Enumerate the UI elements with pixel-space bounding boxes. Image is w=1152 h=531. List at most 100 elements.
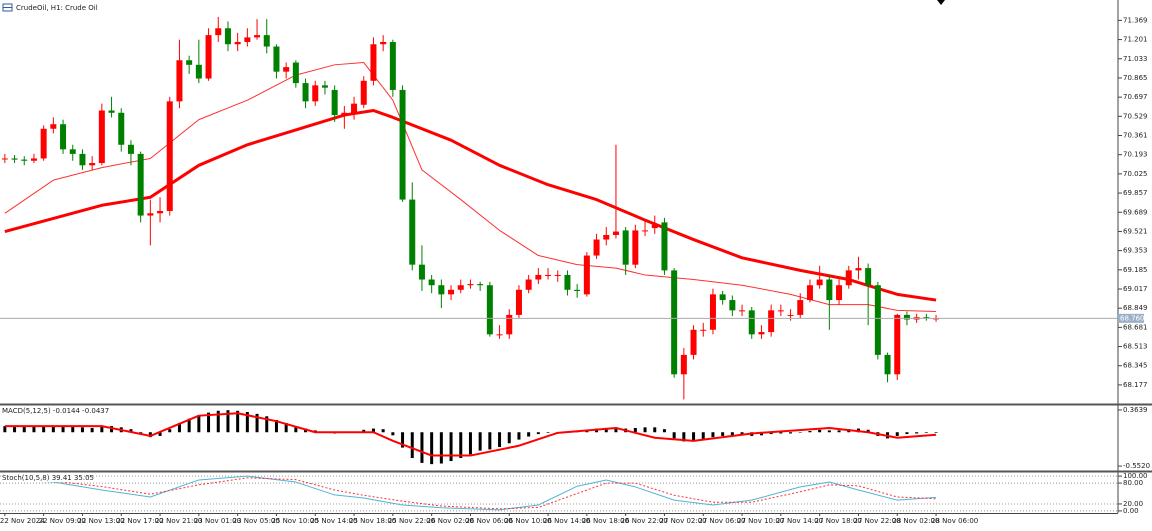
- histogram-bar: [371, 428, 375, 433]
- indicator-line: [4, 477, 937, 510]
- histogram-bar: [459, 432, 463, 458]
- candle-body: [380, 41, 387, 45]
- indicator-line: [4, 108, 937, 302]
- current-price-box: [1118, 313, 1144, 323]
- y-tick-label: 70.361: [1123, 132, 1148, 140]
- x-tick-label: 25 Nov 22:00: [388, 517, 435, 525]
- x-tick-label: 27 Nov 18:00: [815, 517, 862, 525]
- x-tick-label: 26 Nov 14:00: [543, 517, 590, 525]
- candle-body: [894, 314, 901, 375]
- histogram-bar: [42, 426, 46, 433]
- candle-body: [700, 329, 707, 331]
- candle-body: [273, 46, 280, 72]
- y-tick-label: 68.849: [1123, 304, 1148, 312]
- histogram-bar: [711, 432, 715, 438]
- y-tick-label: -0.5520: [1123, 462, 1150, 470]
- candle-body: [903, 314, 910, 320]
- y-tick-label: 69.521: [1123, 227, 1148, 235]
- x-tick-label: 23 Nov 01:00: [194, 517, 241, 525]
- histogram-bar: [129, 429, 133, 433]
- histogram-bar: [604, 427, 608, 433]
- histogram-bar: [449, 432, 453, 462]
- candle-body: [341, 112, 348, 116]
- candle-body: [283, 67, 290, 72]
- histogram-bar: [701, 432, 705, 440]
- candle-body: [680, 354, 687, 375]
- chart-header: CrudeOil, H1: Crude Oil: [16, 4, 98, 12]
- histogram-bar: [236, 410, 240, 433]
- histogram-bar: [498, 432, 502, 447]
- x-tick-label: 25 Nov 10:00: [271, 517, 318, 525]
- x-tick-label: 27 Nov 14:00: [776, 517, 823, 525]
- x-tick-label: 22 Nov 2024: [0, 517, 45, 525]
- candle-body: [438, 285, 445, 295]
- candle-body: [195, 64, 202, 79]
- histogram-bar: [818, 429, 822, 433]
- candle-body: [855, 268, 862, 271]
- candle-body: [845, 270, 852, 286]
- histogram-bar: [207, 412, 211, 433]
- candle-body: [302, 83, 309, 102]
- candle-body: [661, 222, 668, 271]
- candle-body: [292, 62, 299, 84]
- candle-body: [205, 35, 212, 79]
- candle-body: [583, 255, 590, 295]
- x-tick-label: 26 Nov 02:00: [427, 517, 474, 525]
- histogram-bar: [672, 432, 676, 439]
- candle-body: [545, 274, 552, 276]
- indicator-line: [4, 62, 937, 312]
- histogram-bar: [226, 410, 230, 433]
- x-tick-label: 22 Nov 13:00: [77, 517, 124, 525]
- histogram-bar: [3, 426, 7, 433]
- histogram-bar: [51, 425, 55, 433]
- histogram-bar: [362, 429, 366, 433]
- y-tick-label: 68.345: [1123, 362, 1148, 370]
- candle-body: [506, 314, 513, 335]
- y-tick-label: 68.681: [1123, 323, 1148, 331]
- histogram-bar: [177, 423, 181, 433]
- x-tick-label: 22 Nov 09:00: [39, 517, 86, 525]
- candle-body: [351, 103, 358, 113]
- histogram-bar: [274, 419, 278, 433]
- candle-body: [690, 329, 697, 355]
- x-tick-label: 25 Nov 14:00: [310, 517, 357, 525]
- indicator-line: [4, 412, 937, 457]
- histogram-bar: [255, 413, 259, 433]
- histogram-bar: [148, 432, 152, 438]
- current-price-label: 68.760: [1120, 314, 1145, 322]
- candle-body: [30, 158, 37, 161]
- candle-body: [719, 294, 726, 301]
- x-tick-label: 27 Nov 02:00: [659, 517, 706, 525]
- candle-body: [108, 110, 115, 113]
- candle-body: [118, 112, 125, 145]
- x-tick-label: 28 Nov 02:00: [892, 517, 939, 525]
- histogram-bar: [915, 432, 919, 434]
- candle-body: [312, 85, 319, 102]
- candle-body: [321, 85, 328, 88]
- candle-body: [244, 37, 251, 42]
- candle-body: [787, 314, 794, 316]
- histogram-bar: [730, 432, 734, 436]
- histogram-bar: [80, 427, 84, 433]
- x-tick-label: 28 Nov 06:00: [931, 517, 978, 525]
- candle-body: [21, 159, 28, 161]
- x-tick-label: 22 Nov 21:00: [155, 517, 202, 525]
- histogram-bar: [468, 432, 472, 455]
- histogram-bar: [517, 432, 521, 440]
- y-tick-label: 70.529: [1123, 112, 1148, 120]
- y-tick-label: 70.865: [1123, 74, 1148, 82]
- histogram-bar: [692, 432, 696, 441]
- histogram-bar: [216, 410, 220, 433]
- histogram-bar: [197, 415, 201, 433]
- candle-body: [11, 158, 18, 160]
- histogram-bar: [527, 432, 531, 437]
- candle-body: [816, 279, 823, 286]
- x-tick-label: 26 Nov 06:00: [465, 517, 512, 525]
- histogram-bar: [168, 429, 172, 433]
- candle-body: [748, 310, 755, 335]
- candle-body: [127, 144, 134, 154]
- candle-body: [137, 153, 144, 216]
- histogram-bar: [769, 432, 773, 435]
- y-tick-label: 68.177: [1123, 381, 1148, 389]
